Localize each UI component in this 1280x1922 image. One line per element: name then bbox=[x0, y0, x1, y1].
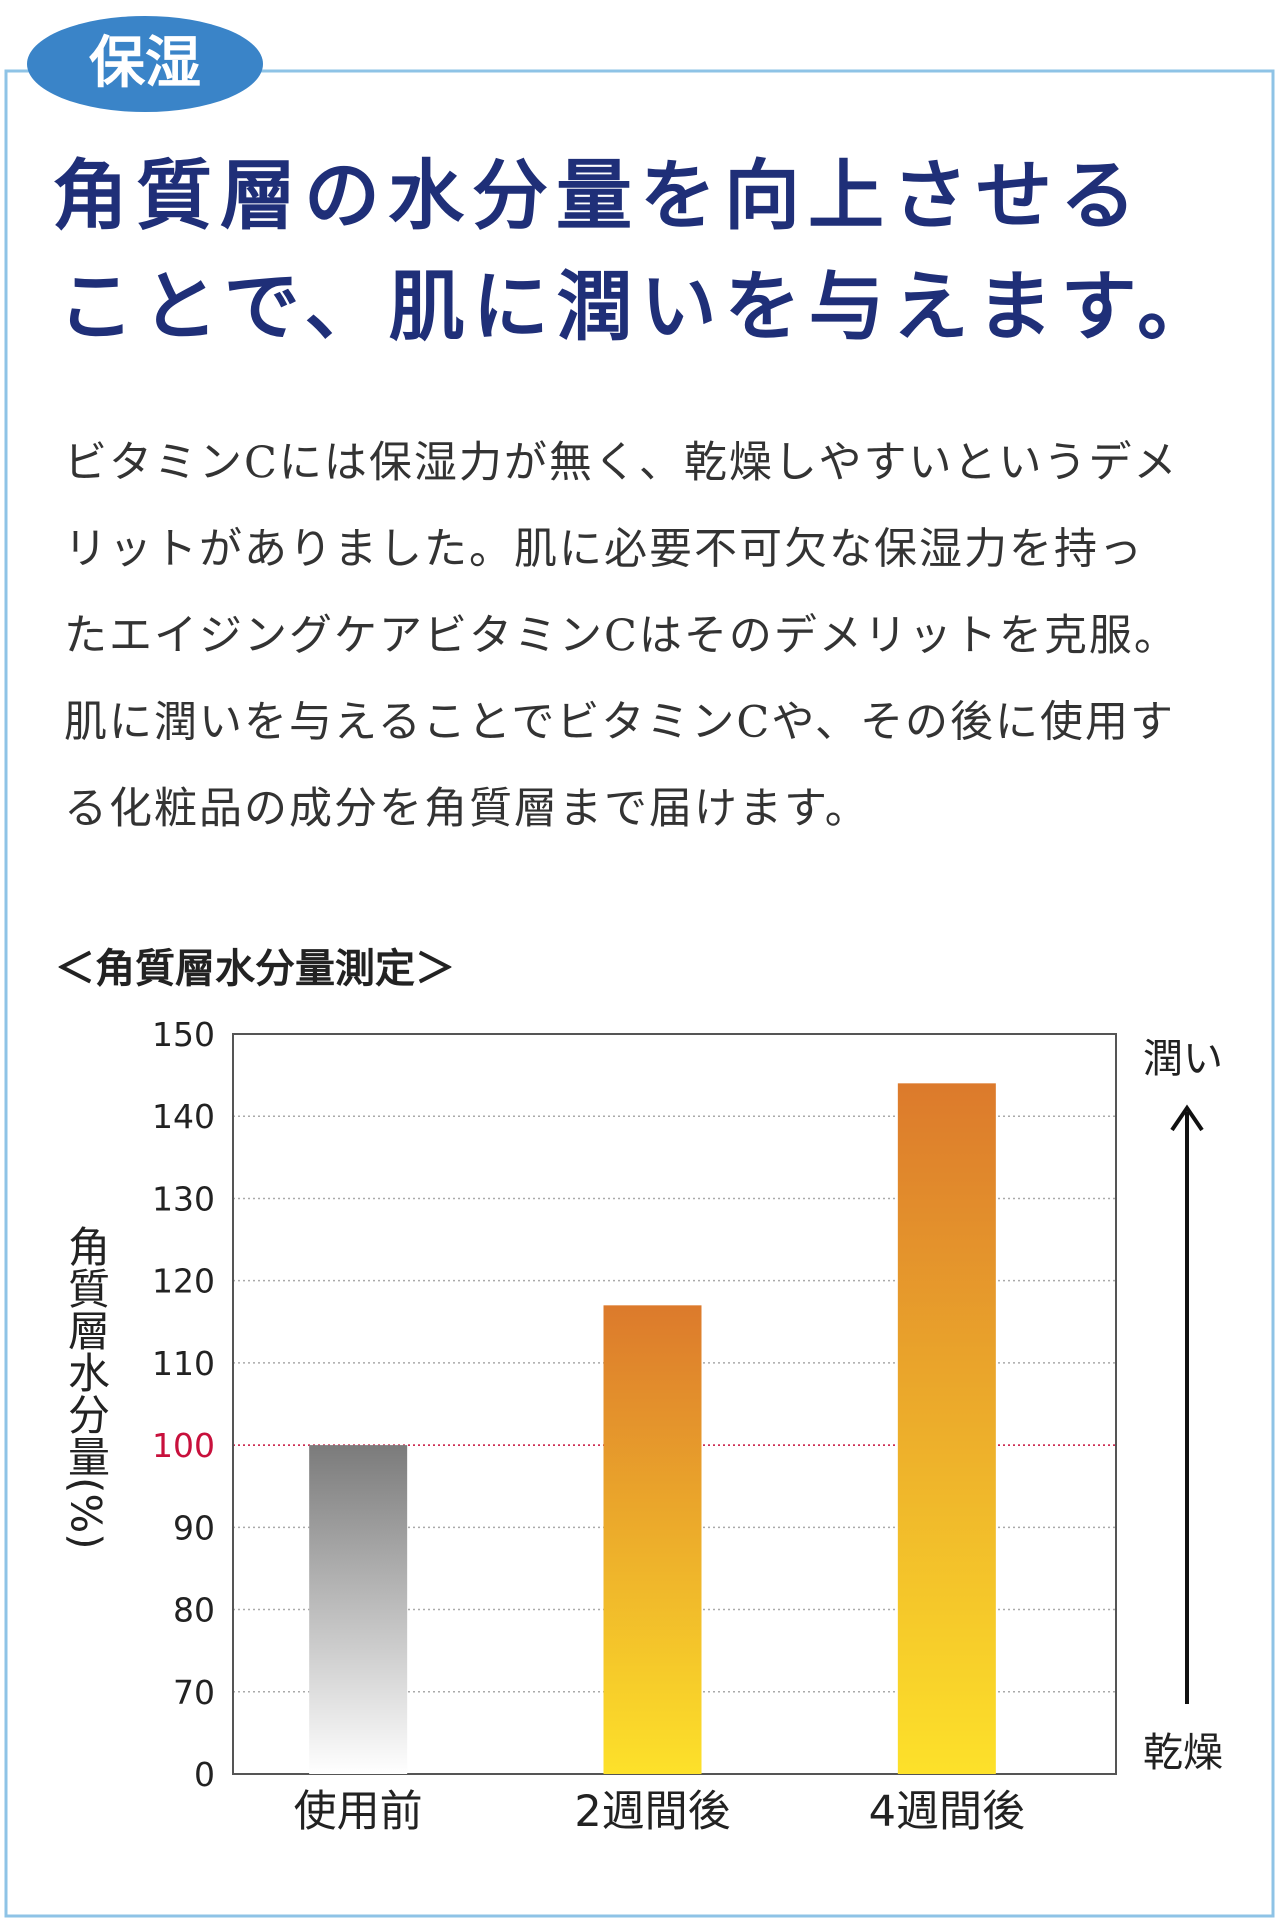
y-tick-label: 70 bbox=[173, 1673, 215, 1712]
arrow-head bbox=[1170, 1104, 1204, 1132]
arrow-bottom-label: 乾燥 bbox=[1143, 1730, 1223, 1776]
body-line: 肌に潤いを与えることでビタミンCや、その後に使用す bbox=[64, 698, 1175, 748]
y-tick-label: 130 bbox=[152, 1179, 215, 1218]
headline: ことで、肌に潤いを与えます。 bbox=[58, 262, 1221, 351]
chart-title: ＜角質層水分量測定＞ bbox=[55, 946, 455, 992]
arrow-top-label: 潤い bbox=[1143, 1036, 1223, 1082]
body-line: ビタミンCには保湿力が無く、乾燥しやすいというデメ bbox=[64, 438, 1178, 488]
headline: 角質層の水分量を向上させる bbox=[52, 151, 1144, 240]
x-tick-label: 4週間後 bbox=[869, 1787, 1025, 1837]
body-line: たエイジングケアビタミンCはそのデメリットを克服。 bbox=[64, 611, 1179, 661]
y-tick-label: 150 bbox=[152, 1015, 215, 1054]
x-tick-label: 使用前 bbox=[294, 1787, 423, 1837]
y-tick-label: 140 bbox=[152, 1097, 215, 1136]
bar bbox=[603, 1305, 702, 1774]
body-line: リットがありました。肌に必要不可欠な保湿力を持っ bbox=[64, 525, 1144, 575]
bar bbox=[309, 1445, 408, 1774]
badge-bg bbox=[27, 16, 263, 112]
x-tick-label: 2週間後 bbox=[574, 1787, 730, 1837]
y-tick-label: 110 bbox=[152, 1344, 215, 1383]
y-tick-label: 90 bbox=[173, 1508, 215, 1547]
y-tick-label: 80 bbox=[173, 1591, 215, 1630]
y-tick-label: 100 bbox=[152, 1426, 215, 1465]
badge: 保湿 bbox=[89, 30, 201, 96]
frame bbox=[4, 69, 1275, 1918]
bar bbox=[897, 1083, 996, 1774]
y-tick-label: 120 bbox=[152, 1262, 215, 1301]
body-line: る化粧品の成分を角質層まで届けます。 bbox=[64, 784, 870, 834]
y-axis-label: 角質層水分量(%) bbox=[62, 1225, 111, 1550]
y-tick-label: 0 bbox=[194, 1755, 215, 1794]
